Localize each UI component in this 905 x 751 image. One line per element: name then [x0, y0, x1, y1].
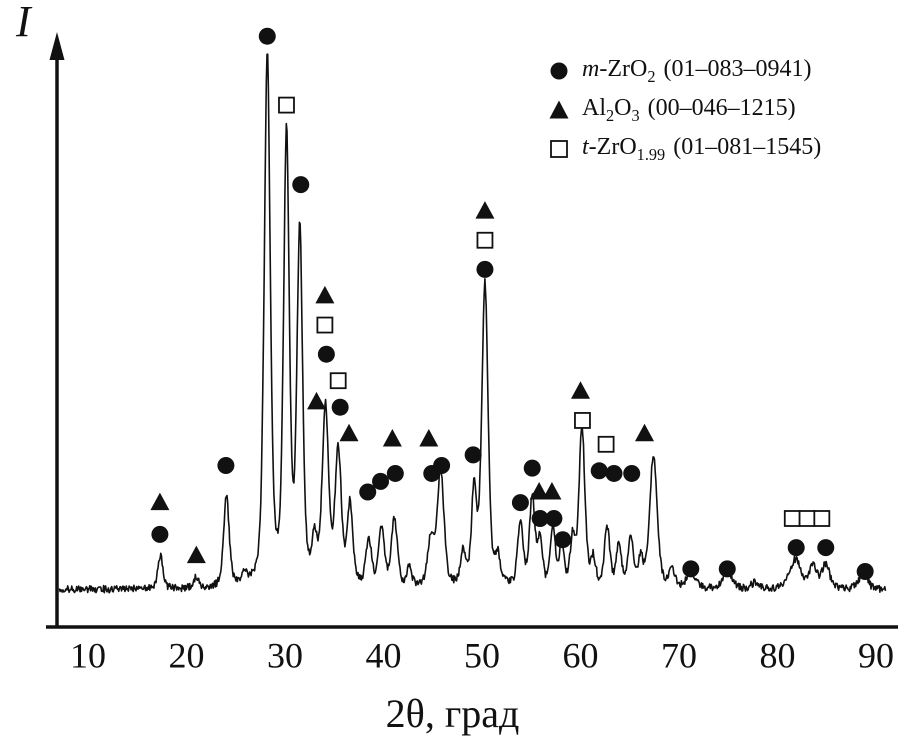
legend-pdf-card: (00–046–1215) [647, 94, 796, 121]
filled-circle-icon [550, 62, 568, 80]
x-tick-label: 80 [760, 636, 796, 676]
marker-square-t-zro2 [316, 316, 334, 334]
marker-triangle-al2o3 [186, 545, 206, 564]
marker-circle-m-zro2 [258, 27, 276, 45]
legend-subscript: 2 [647, 66, 656, 86]
marker-circle-m-zro2 [433, 457, 451, 474]
filled-triangle-icon [549, 100, 569, 119]
marker-square-t-zro2 [813, 510, 831, 527]
legend-item-t-zro199: t-ZrO1.99 (01–081–1545) [548, 135, 821, 163]
marker-triangle-al2o3 [315, 285, 335, 304]
marker-square-t-zro2 [278, 96, 295, 114]
marker-triangle-al2o3 [571, 381, 590, 399]
marker-circle-m-zro2 [217, 457, 235, 474]
x-tick-label: 70 [661, 636, 697, 676]
marker-square-t-zro2 [798, 510, 816, 527]
legend-subscript: 1.99 [636, 144, 666, 164]
legend-item-m-zro2: m-ZrO2 (01–083–0941) [548, 57, 821, 85]
legend: m-ZrO2 (01–083–0941) Al2O3 (00–046–1215) t… [548, 57, 821, 163]
marker-circle-m-zro2 [386, 464, 404, 482]
marker-circle-m-zro2 [623, 464, 641, 482]
marker-circle-m-zro2 [511, 494, 529, 512]
legend-italic-prefix: t [582, 133, 589, 160]
marker-triangle-al2o3 [542, 482, 562, 500]
marker-triangle-al2o3 [529, 482, 549, 500]
marker-triangle-al2o3 [339, 423, 359, 442]
marker-circle-m-zro2 [317, 345, 335, 363]
x-tick-label: 40 [366, 636, 402, 676]
marker-triangle-al2o3 [150, 492, 170, 511]
marker-circle-m-zro2 [292, 176, 310, 194]
marker-square-t-zro2 [574, 412, 591, 429]
marker-circle-m-zro2 [531, 510, 549, 527]
legend-label-al2o3: Al2O3 (00–046–1215) [582, 96, 796, 124]
marker-circle-m-zro2 [718, 560, 736, 578]
marker-square-t-zro2 [783, 510, 801, 527]
x-tick-label: 50 [464, 636, 500, 676]
marker-triangle-al2o3 [307, 391, 327, 410]
marker-circle-m-zro2 [545, 510, 563, 527]
marker-square-t-zro2 [329, 372, 347, 390]
legend-formula: O [614, 94, 632, 121]
marker-triangle-al2o3 [475, 201, 495, 219]
marker-circle-m-zro2 [605, 464, 623, 482]
x-tick-label: 10 [70, 636, 106, 676]
legend-label-m-zro2: m-ZrO2 (01–083–0941) [582, 57, 811, 85]
marker-circle-m-zro2 [372, 472, 390, 490]
x-tick-label: 20 [169, 636, 205, 676]
x-tick-label: 60 [563, 636, 599, 676]
open-square-icon [550, 140, 568, 158]
legend-formula: -ZrO [588, 133, 637, 160]
y-axis-arrow [49, 32, 65, 60]
marker-circle-m-zro2 [817, 539, 835, 557]
legend-item-al2o3: Al2O3 (00–046–1215) [548, 96, 821, 124]
legend-pdf-card: (01–083–0941) [663, 55, 812, 82]
marker-circle-m-zro2 [464, 446, 482, 464]
legend-subscript: 2 [606, 105, 615, 125]
marker-square-t-zro2 [476, 231, 494, 249]
marker-circle-m-zro2 [476, 260, 494, 278]
marker-circle-m-zro2 [856, 563, 874, 580]
marker-triangle-al2o3 [382, 429, 402, 447]
marker-circle-m-zro2 [590, 462, 608, 480]
marker-square-t-zro2 [597, 435, 615, 453]
marker-circle-m-zro2 [787, 539, 805, 557]
marker-circle-m-zro2 [554, 531, 572, 549]
x-tick-label: 90 [858, 636, 894, 676]
legend-formula: -ZrO [599, 55, 648, 82]
x-tick-label: 30 [267, 636, 303, 676]
marker-triangle-al2o3 [419, 429, 439, 447]
xrd-curve [58, 53, 887, 594]
marker-circle-m-zro2 [331, 398, 349, 416]
marker-circle-m-zro2 [151, 525, 169, 543]
x-axis-label: 2θ, град [385, 691, 520, 736]
marker-circle-m-zro2 [523, 459, 541, 477]
legend-italic-prefix: m [582, 55, 600, 82]
marker-circle-m-zro2 [682, 560, 700, 578]
legend-formula: Al [582, 94, 606, 121]
marker-triangle-al2o3 [635, 423, 655, 442]
y-axis-label: I [16, 0, 31, 46]
marker-circle-m-zro2 [359, 483, 377, 501]
legend-pdf-card: (01–081–1545) [673, 133, 822, 160]
legend-subscript: 3 [631, 105, 640, 125]
legend-label-t-zro199: t-ZrO1.99 (01–081–1545) [582, 135, 821, 163]
